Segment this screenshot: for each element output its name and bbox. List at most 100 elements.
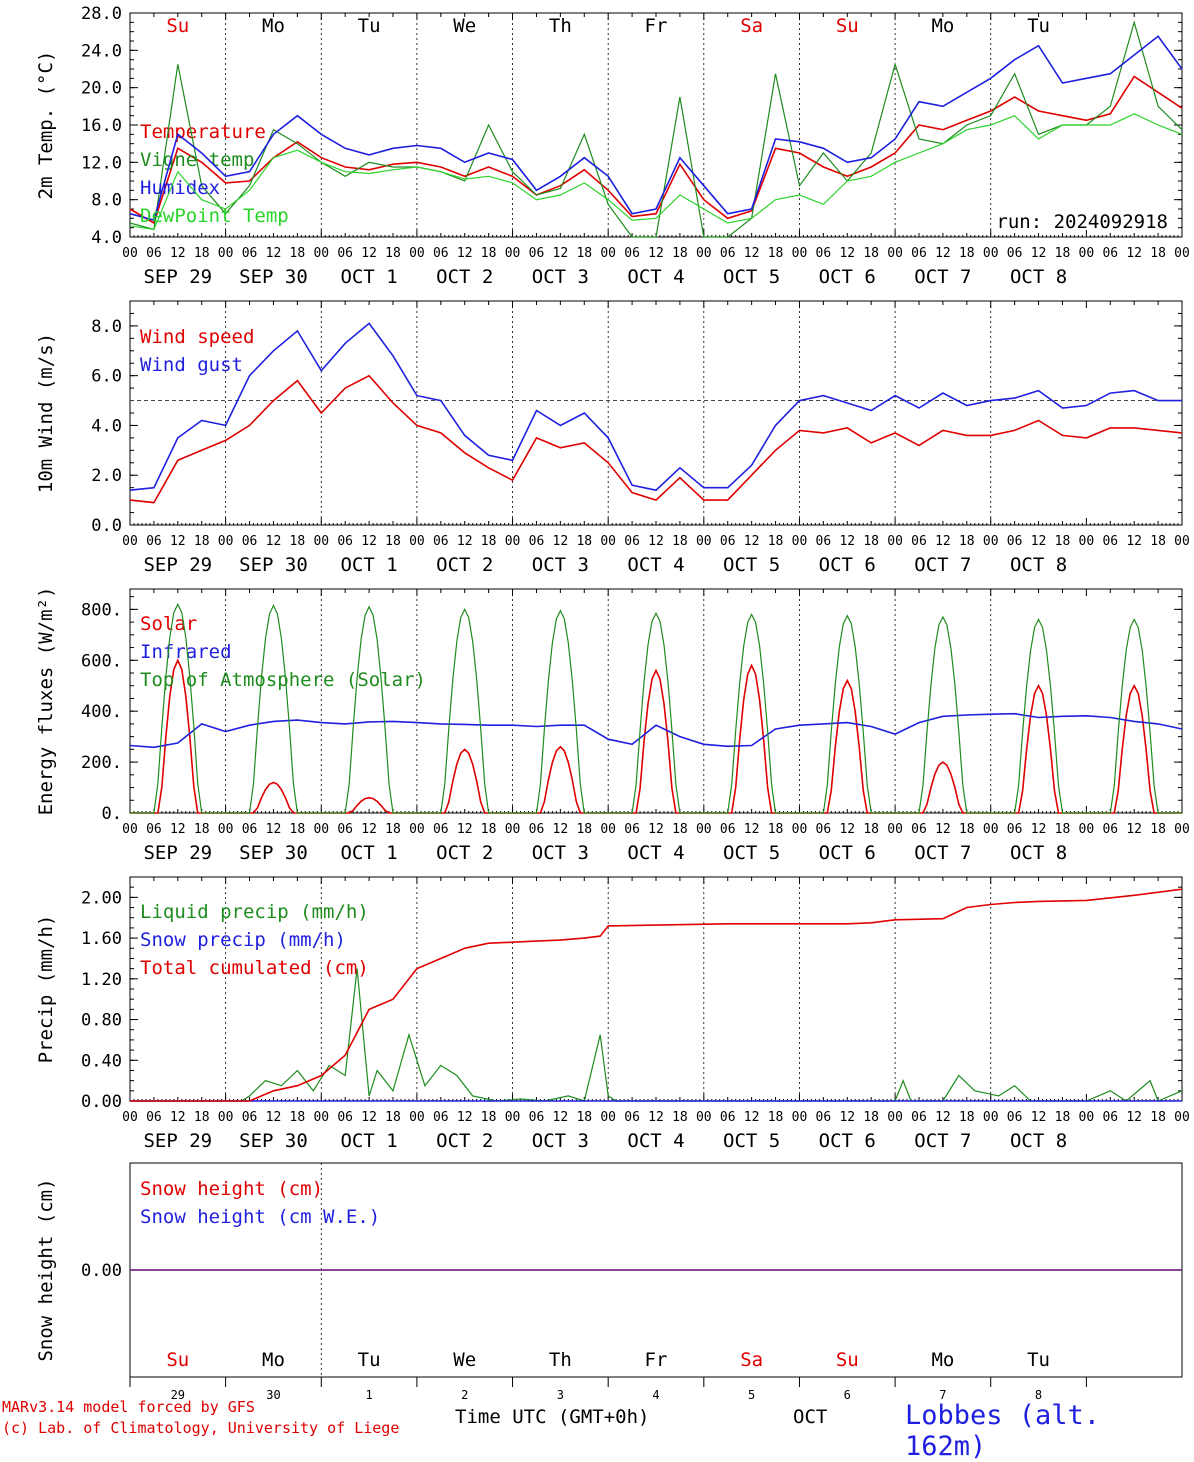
y-tick-label: 0.00 — [81, 1261, 122, 1281]
x-hour-label: 06 — [337, 1110, 353, 1125]
x-hour-label: 00 — [218, 822, 234, 837]
x-hour-label: 00 — [983, 822, 999, 837]
y-axis-label: 10m Wind (m/s) — [35, 333, 57, 493]
x-date-label: OCT 3 — [532, 554, 589, 576]
y-axis-label: Energy fluxes (W/m²) — [35, 587, 57, 816]
x-hour-label: 18 — [768, 246, 784, 261]
x-hour-label: 00 — [1079, 246, 1095, 261]
y-tick-label: 16.0 — [81, 116, 122, 136]
x-hour-label: 00 — [313, 1110, 329, 1125]
y-tick-label: 2.0 — [91, 466, 122, 486]
x-hour-label: 18 — [672, 822, 688, 837]
x-date-label: OCT 2 — [436, 266, 493, 288]
x-hour-label: 00 — [600, 246, 616, 261]
x-date-label: OCT 1 — [340, 266, 397, 288]
weekday-label: Th — [549, 1349, 572, 1371]
x-hour-label: 18 — [194, 246, 210, 261]
x-date-label: OCT 3 — [532, 1130, 589, 1152]
series-line-liquid-precip-mm-h- — [130, 968, 1183, 1102]
month-label: OCT — [793, 1406, 828, 1428]
x-hour-label: 12 — [1126, 822, 1142, 837]
x-hour-label: 06 — [911, 246, 927, 261]
x-date-label: OCT 8 — [1010, 842, 1067, 864]
legend-humidex: Humidex — [140, 177, 220, 199]
x-date-label: OCT 4 — [627, 266, 684, 288]
x-hour-label: 18 — [290, 1110, 306, 1125]
x-hour-label: 18 — [576, 534, 592, 549]
y-tick-label: 1.60 — [81, 929, 122, 949]
x-hour-label: 12 — [1126, 534, 1142, 549]
y-tick-label: 6.0 — [91, 367, 122, 387]
legend-total-cumulated-cm-: Total cumulated (cm) — [140, 957, 369, 979]
weekday-label: Sa — [740, 15, 763, 37]
y-tick-label: 0.40 — [81, 1051, 122, 1071]
x-hour-label: 00 — [792, 534, 808, 549]
weekday-label: Su — [166, 1349, 189, 1371]
x-date-label: OCT 1 — [340, 1130, 397, 1152]
x-hour-label: 12 — [266, 246, 282, 261]
x-date-label: OCT 2 — [436, 554, 493, 576]
x-date-label: SEP 29 — [143, 554, 212, 576]
x-hour-label: 12 — [935, 1110, 951, 1125]
x-date-label: OCT 3 — [532, 266, 589, 288]
x-hour-label: 12 — [553, 534, 569, 549]
y-tick-label: 0. — [102, 804, 122, 824]
y-tick-label: 20.0 — [81, 79, 122, 99]
x-hour-label: 12 — [1126, 246, 1142, 261]
x-date-label: OCT 2 — [436, 842, 493, 864]
x-hour-label: 00 — [696, 1110, 712, 1125]
x-hour-label: 18 — [1055, 534, 1071, 549]
weekday-label: Tu — [1027, 15, 1050, 37]
x-date-label: SEP 30 — [239, 266, 308, 288]
x-hour-label: 00 — [983, 1110, 999, 1125]
x-hour-label: 18 — [385, 1110, 401, 1125]
x-hour-label: 00 — [600, 822, 616, 837]
x-date-label: OCT 4 — [627, 842, 684, 864]
x-date-label: SEP 29 — [143, 1130, 212, 1152]
y-tick-label: 12.0 — [81, 153, 122, 173]
x-hour-label: 18 — [959, 246, 975, 261]
x-hour-label: 06 — [1102, 1110, 1118, 1125]
x-hour-label: 00 — [1079, 1110, 1095, 1125]
x-hour-label: 00 — [505, 822, 521, 837]
x-date-label: OCT 7 — [914, 554, 971, 576]
x-hour-label: 12 — [266, 822, 282, 837]
weekday-label: Su — [836, 15, 859, 37]
x-hour-label: 06 — [720, 822, 736, 837]
x-hour-label: 12 — [648, 534, 664, 549]
series-line-top-of-atmosphere-solar- — [130, 602, 1182, 814]
x-hour-label: 00 — [122, 246, 138, 261]
x-hour-label: 12 — [1031, 1110, 1047, 1125]
day-number-label: 4 — [652, 1388, 659, 1402]
x-hour-label: 00 — [1174, 822, 1190, 837]
weekday-label: Tu — [358, 15, 381, 37]
x-date-label: OCT 6 — [819, 554, 876, 576]
x-hour-label: 06 — [816, 534, 832, 549]
y-tick-label: 4.0 — [91, 228, 122, 248]
day-number-label: 5 — [748, 1388, 755, 1402]
panel-frame — [129, 300, 1183, 526]
x-date-label: OCT 7 — [914, 266, 971, 288]
x-hour-label: 06 — [433, 822, 449, 837]
y-axis-label: 2m Temp. (°C) — [35, 51, 57, 200]
x-hour-label: 00 — [1079, 534, 1095, 549]
station-title: Lobbes (alt. 162m) — [905, 1400, 1101, 1462]
x-hour-label: 18 — [672, 534, 688, 549]
x-hour-label: 12 — [1031, 822, 1047, 837]
x-date-label: OCT 5 — [723, 266, 780, 288]
x-hour-label: 12 — [1031, 246, 1047, 261]
day-number-label: 2 — [461, 1388, 468, 1402]
weekday-label: We — [453, 1349, 476, 1371]
weekday-label: We — [453, 15, 476, 37]
y-tick-label: 24.0 — [81, 41, 122, 61]
run-label: run: 2024092918 — [996, 211, 1168, 233]
x-hour-label: 12 — [648, 1110, 664, 1125]
x-hour-label: 18 — [576, 1110, 592, 1125]
legend-snow-height-cm-: Snow height (cm) — [140, 1178, 323, 1200]
x-hour-label: 06 — [529, 534, 545, 549]
x-date-label: OCT 2 — [436, 1130, 493, 1152]
series-line-total-cumulated-cm- — [130, 888, 1183, 1102]
legend-infrared: Infrared — [140, 641, 232, 663]
x-date-label: OCT 1 — [340, 842, 397, 864]
x-hour-label: 06 — [242, 246, 258, 261]
